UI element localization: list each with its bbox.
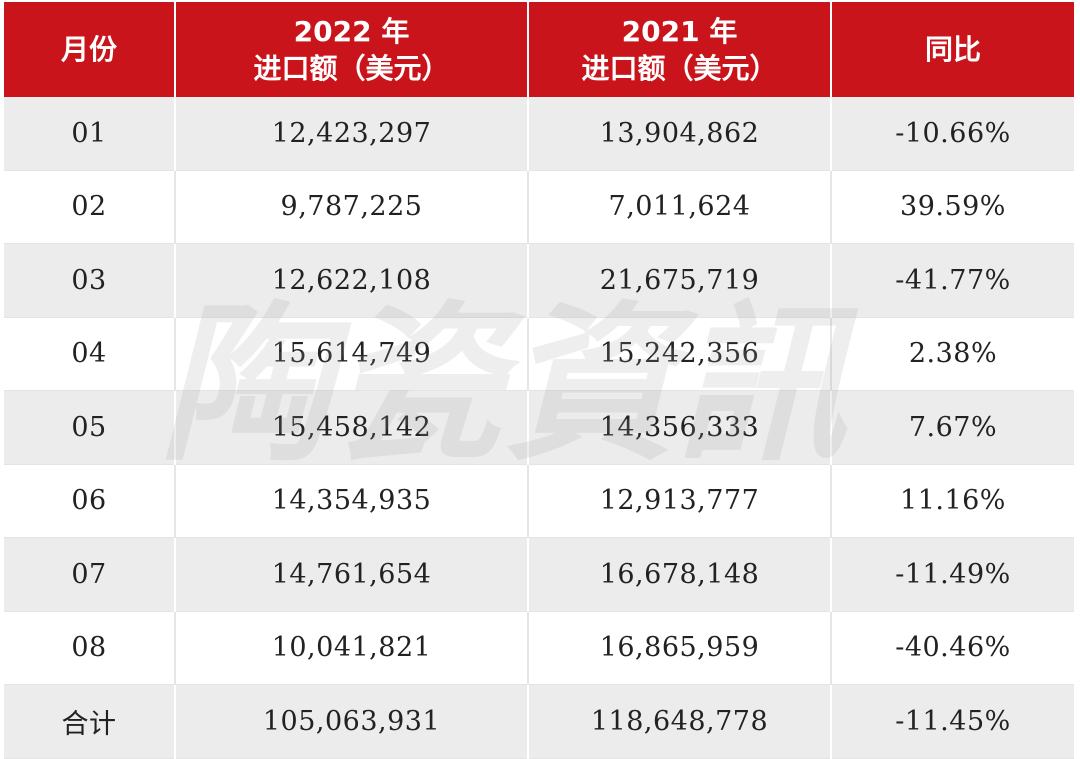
cell-2021-value: 14,356,333	[527, 390, 831, 464]
header-2021-label: 进口额（美元）	[581, 51, 778, 85]
header-yoy: 同比	[830, 2, 1074, 97]
cell-month: 07	[4, 537, 175, 611]
import-value-table: 月份 2022 年 进口额（美元） 2021 年 进口额（美元） 同比 01 1…	[4, 2, 1074, 759]
cell-2022-value: 15,614,749	[174, 317, 528, 391]
cell-yoy: -41.77%	[830, 243, 1074, 317]
total-row: 合计 105,063,931 118,648,778 -11.45%	[4, 684, 1074, 758]
cell-month: 05	[4, 390, 175, 464]
cell-2022-value: 12,423,297	[174, 97, 528, 170]
table-row: 08 10,041,821 16,865,959 -40.46%	[4, 611, 1074, 685]
cell-month: 02	[4, 170, 175, 244]
cell-2021-value: 13,904,862	[527, 97, 831, 170]
cell-total-2022: 105,063,931	[174, 684, 528, 758]
cell-2022-value: 9,787,225	[174, 170, 528, 244]
cell-yoy: -11.49%	[830, 537, 1074, 611]
table-row: 04 15,614,749 15,242,356 2.38%	[4, 317, 1074, 391]
cell-2022-value: 12,622,108	[174, 243, 528, 317]
cell-2021-value: 12,913,777	[527, 464, 831, 538]
header-2022-year: 2022 年	[293, 14, 410, 48]
import-table-container: 月份 2022 年 进口额（美元） 2021 年 进口额（美元） 同比 01 1…	[4, 2, 1074, 758]
header-yoy-label: 同比	[924, 33, 981, 66]
cell-2021-value: 16,678,148	[527, 537, 831, 611]
cell-total-yoy: -11.45%	[830, 684, 1074, 758]
header-2021-year: 2021 年	[621, 14, 738, 48]
cell-yoy: 7.67%	[830, 390, 1074, 464]
cell-month: 06	[4, 464, 175, 538]
cell-month: 03	[4, 243, 175, 317]
cell-2022-value: 10,041,821	[174, 611, 528, 685]
cell-month: 01	[4, 97, 175, 170]
cell-2021-value: 7,011,624	[527, 170, 831, 244]
table-row: 06 14,354,935 12,913,777 11.16%	[4, 464, 1074, 538]
cell-2021-value: 21,675,719	[527, 243, 831, 317]
cell-total-label: 合计	[4, 684, 175, 758]
cell-2021-value: 16,865,959	[527, 611, 831, 685]
header-2022-label: 进口额（美元）	[253, 51, 450, 85]
cell-month: 08	[4, 611, 175, 685]
table-header: 月份 2022 年 进口额（美元） 2021 年 进口额（美元） 同比	[4, 2, 1074, 97]
cell-2021-value: 15,242,356	[527, 317, 831, 391]
cell-total-2021: 118,648,778	[527, 684, 831, 758]
table-row: 01 12,423,297 13,904,862 -10.66%	[4, 97, 1074, 170]
table-row: 05 15,458,142 14,356,333 7.67%	[4, 390, 1074, 464]
cell-yoy: 11.16%	[830, 464, 1074, 538]
header-month: 月份	[4, 2, 175, 97]
cell-yoy: 39.59%	[830, 170, 1074, 244]
cell-yoy: -40.46%	[830, 611, 1074, 685]
table-row: 02 9,787,225 7,011,624 39.59%	[4, 170, 1074, 244]
header-2022-import: 2022 年 进口额（美元）	[174, 2, 528, 97]
cell-2022-value: 14,761,654	[174, 537, 528, 611]
table-row: 07 14,761,654 16,678,148 -11.49%	[4, 537, 1074, 611]
cell-2022-value: 15,458,142	[174, 390, 528, 464]
cell-yoy: -10.66%	[830, 97, 1074, 170]
cell-2022-value: 14,354,935	[174, 464, 528, 538]
header-2021-import: 2021 年 进口额（美元）	[527, 2, 831, 97]
cell-yoy: 2.38%	[830, 317, 1074, 391]
cell-month: 04	[4, 317, 175, 391]
table-body: 01 12,423,297 13,904,862 -10.66% 02 9,78…	[4, 97, 1074, 758]
header-row: 月份 2022 年 进口额（美元） 2021 年 进口额（美元） 同比	[4, 2, 1074, 97]
table-row: 03 12,622,108 21,675,719 -41.77%	[4, 243, 1074, 317]
header-month-label: 月份	[60, 33, 117, 66]
